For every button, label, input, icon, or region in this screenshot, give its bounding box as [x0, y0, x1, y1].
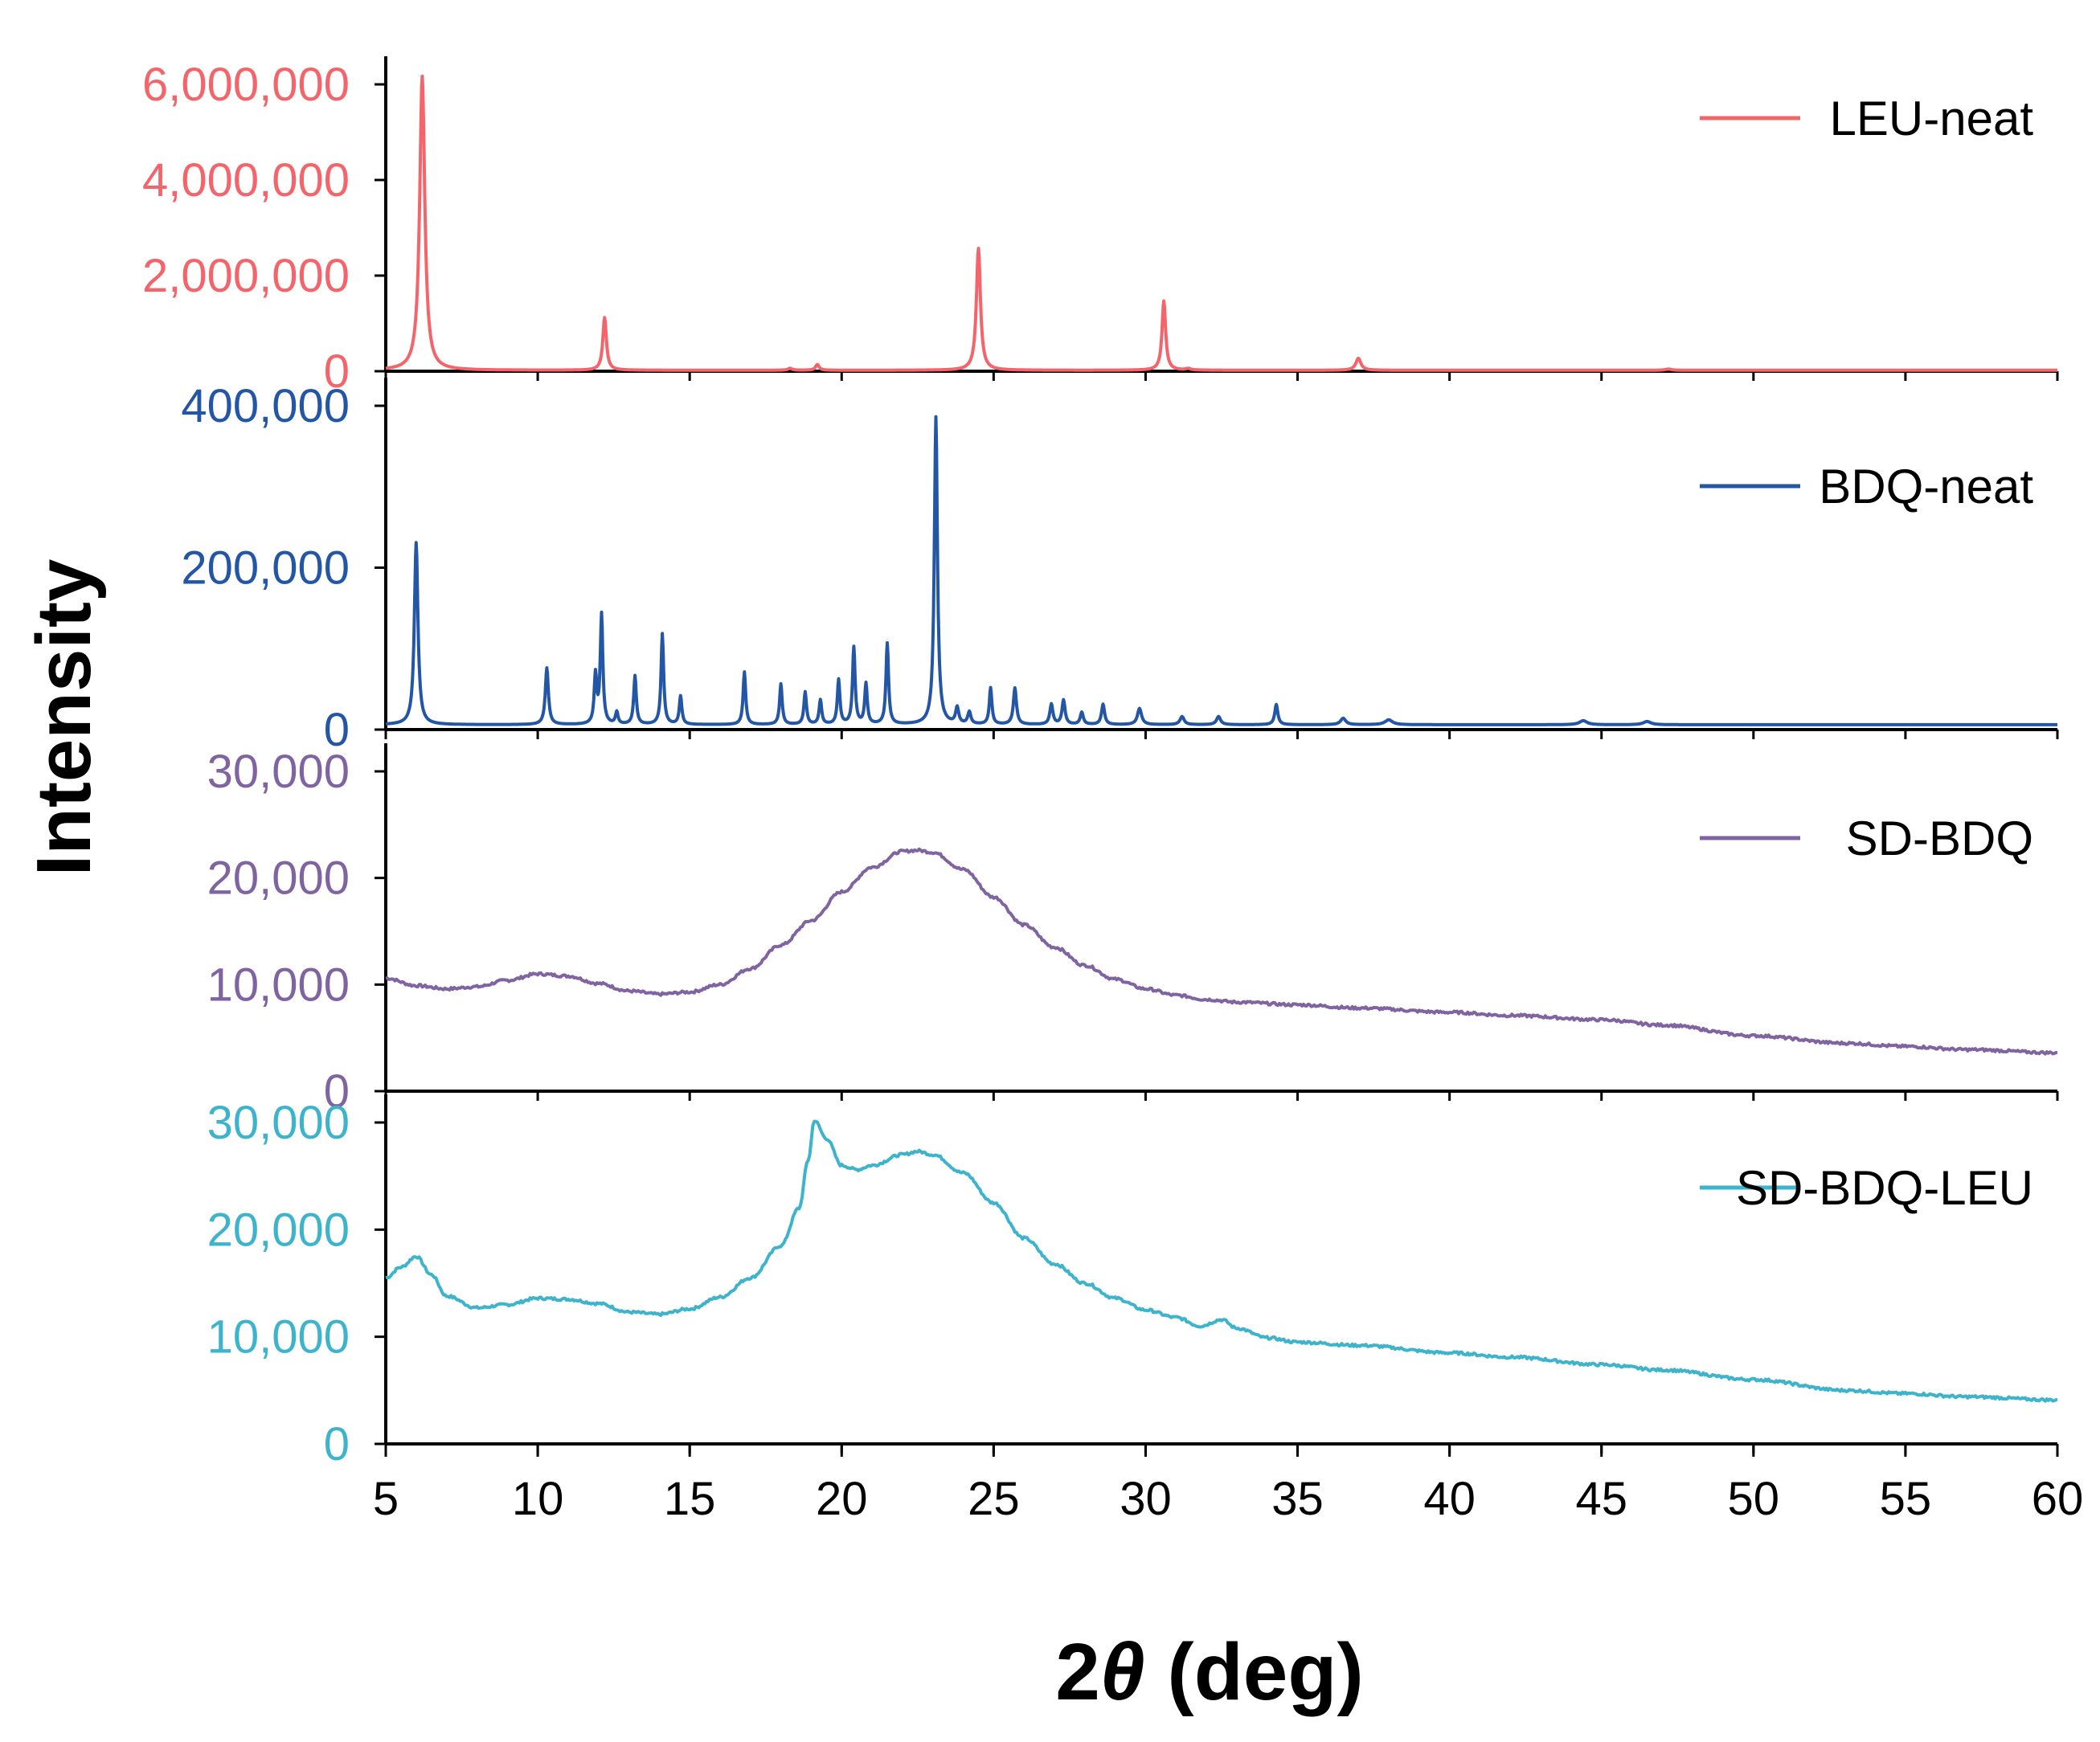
y-tick-label: 0 — [324, 1065, 350, 1118]
x-axis-label-prefix: 2 — [1055, 1627, 1100, 1717]
x-tick-label: 35 — [1271, 1473, 1324, 1525]
y-tick-label: 20,000 — [207, 853, 350, 905]
y-tick-label: 10,000 — [207, 1311, 350, 1364]
y-tick-label: 0 — [324, 704, 350, 756]
y-axis-label: Intensity — [21, 559, 107, 877]
y-tick-label: 2,000,000 — [142, 250, 350, 302]
x-axis-label: 2θ (deg) — [1055, 1627, 1364, 1717]
x-tick-label: 10 — [512, 1473, 564, 1525]
x-tick-label: 25 — [968, 1473, 1020, 1525]
x-tick-label: 5 — [373, 1473, 399, 1525]
x-tick-label: 55 — [1880, 1473, 1932, 1525]
series-line-sd-bdq — [385, 847, 2058, 1056]
y-tick-label: 6,000,000 — [142, 59, 350, 111]
y-tick-label: 30,000 — [207, 746, 350, 798]
x-tick-label: 30 — [1120, 1473, 1172, 1525]
legend-label: SD-BDQ — [1846, 812, 2033, 865]
y-tick-label: 10,000 — [207, 959, 350, 1011]
x-tick-label: 60 — [2032, 1473, 2084, 1525]
y-tick-label: 0 — [324, 1418, 350, 1470]
x-tick-label: 40 — [1423, 1473, 1476, 1525]
x-tick-label: 50 — [1728, 1473, 1780, 1525]
panel-leu-neat: 0 2,000,000 4,000,000 6,000,000 LEU-neat — [142, 56, 2059, 398]
x-axis-label-suffix: (deg) — [1145, 1627, 1364, 1717]
x-axis: 5 10 15 20 25 30 35 40 45 50 55 60 — [373, 1444, 2083, 1525]
series-line-sd-bdq-leu — [385, 1119, 2058, 1403]
x-tick-label: 45 — [1575, 1473, 1627, 1525]
y-tick-label: 200,000 — [181, 542, 350, 595]
x-tick-label: 15 — [664, 1473, 716, 1525]
series-line-bdq-neat — [384, 415, 2059, 726]
panel-sd-bdq-leu: 0 10,000 20,000 30,000 SD-BDQ-LEU — [207, 1094, 2059, 1470]
panels-layer: 0 2,000,000 4,000,000 6,000,000 LEU-neat 0 200… — [142, 56, 2059, 1470]
panel-bdq-neat: 0 200,000 400,000 BDQ-neat — [181, 378, 2059, 756]
panel-sd-bdq: 0 10,000 20,000 30,000 SD-BDQ — [207, 743, 2059, 1118]
y-tick-label: 0 — [324, 346, 350, 398]
legend-label: BDQ-neat — [1819, 460, 2033, 513]
y-tick-label: 4,000,000 — [142, 154, 350, 207]
legend-label: SD-BDQ-LEU — [1736, 1161, 2033, 1215]
series-line-leu-neat — [384, 74, 2059, 372]
x-tick-label: 20 — [816, 1473, 868, 1525]
legend-label: LEU-neat — [1830, 92, 2034, 145]
x-axis-label-theta: θ — [1100, 1627, 1145, 1717]
y-tick-label: 400,000 — [181, 380, 350, 432]
y-tick-label: 20,000 — [207, 1204, 350, 1256]
y-tick-label: 30,000 — [207, 1097, 350, 1149]
